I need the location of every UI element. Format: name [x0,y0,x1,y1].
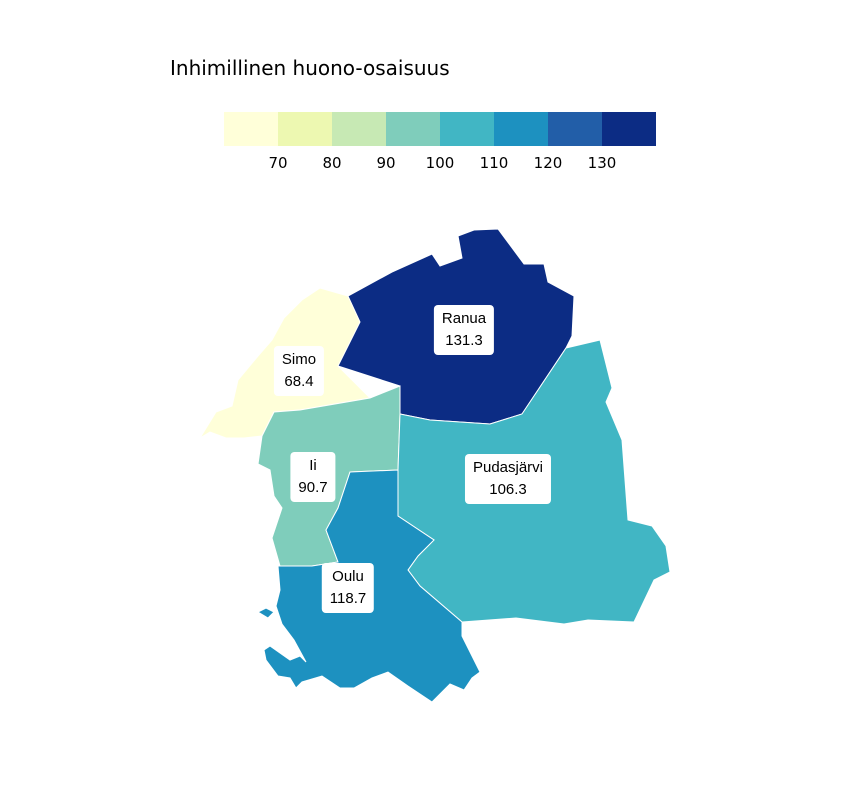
region-name: Ii [309,457,317,474]
region-name: Simo [281,351,317,368]
map-label-ranua: Ranua 131.3 [433,305,495,355]
legend-color-scale [224,112,656,146]
legend-swatch [332,112,386,146]
legend-swatch [278,112,332,146]
region-name: Ranua [441,310,487,327]
region-value: 118.7 [329,590,367,607]
region-value: 106.3 [489,481,527,498]
legend-title: Inhimillinen huono-osaisuus [170,56,450,80]
region-value: 131.3 [445,332,483,349]
legend-swatch [548,112,602,146]
region-name: Oulu [332,568,364,585]
legend-swatch [440,112,494,146]
map-label-simo: Simo 68.4 [273,346,325,396]
region-value: 90.7 [298,479,328,496]
legend-tick-label: 70 [268,154,288,172]
legend-tick-labels: 70 80 90 100 110 120 130 [224,154,656,176]
legend-tick-label: 80 [322,154,342,172]
region-oulu-island[interactable] [256,607,275,619]
map-label-oulu: Oulu 118.7 [321,563,375,613]
legend-tick-label: 110 [479,154,509,172]
legend-tick-label: 130 [587,154,617,172]
legend-tick-label: 100 [425,154,455,172]
legend-tick-label: 120 [533,154,563,172]
map-label-ii: Ii 90.7 [290,452,336,502]
legend-swatch [494,112,548,146]
region-value: 68.4 [284,373,314,390]
legend-tick-label: 90 [376,154,396,172]
legend-swatch [386,112,440,146]
legend-swatch [224,112,278,146]
legend-swatch [602,112,656,146]
map-label-pudasjarvi: Pudasjärvi 106.3 [464,454,552,504]
region-name: Pudasjärvi [472,459,544,476]
